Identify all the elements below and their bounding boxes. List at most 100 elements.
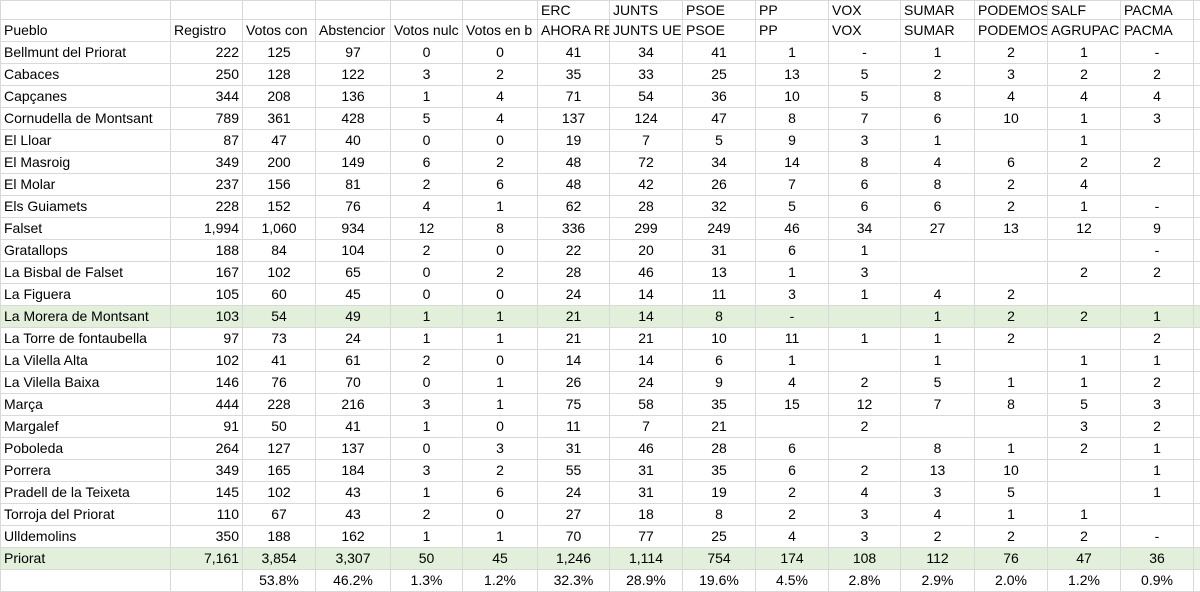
cell: 165: [243, 460, 316, 482]
cell: 7: [901, 394, 975, 416]
row-label: Falset: [1, 218, 171, 240]
empty-cell: [1194, 504, 1200, 526]
cell: 208: [243, 86, 316, 108]
cell: 76: [316, 196, 391, 218]
cell: 2: [463, 64, 538, 86]
cell: 1: [391, 416, 463, 438]
cell: 7,161: [171, 548, 243, 570]
cell: 22: [538, 240, 610, 262]
cell: 1,246: [538, 548, 610, 570]
cell: 1: [463, 328, 538, 350]
cell: 24: [538, 284, 610, 306]
cell: 145: [171, 482, 243, 504]
cell: 19: [683, 482, 756, 504]
cell: 27: [538, 504, 610, 526]
empty-cell: [1194, 1, 1200, 20]
header-cell: VOX: [829, 20, 901, 42]
cell: [901, 240, 975, 262]
cell: 3,854: [243, 548, 316, 570]
cell: 2: [1121, 152, 1194, 174]
cell: 2: [1121, 328, 1194, 350]
cell: 228: [171, 196, 243, 218]
cell: 31: [538, 438, 610, 460]
row-label: La Bisbal de Falset: [1, 262, 171, 284]
cell: 76: [975, 548, 1048, 570]
cell: [975, 350, 1048, 372]
cell: 19: [538, 130, 610, 152]
cell: 934: [316, 218, 391, 240]
header-cell: Abstencior: [316, 20, 391, 42]
cell: 6: [756, 438, 829, 460]
cell: 1: [975, 438, 1048, 460]
cell: -: [1121, 526, 1194, 548]
cell: 26: [683, 174, 756, 196]
cell: 4.5%: [756, 570, 829, 592]
cell: 349: [171, 460, 243, 482]
cell: [829, 350, 901, 372]
cell: 102: [243, 262, 316, 284]
cell: 67: [243, 504, 316, 526]
cell: 13: [901, 460, 975, 482]
cell: 34: [829, 218, 901, 240]
cell: 4: [463, 86, 538, 108]
cell: 13: [756, 64, 829, 86]
cell: 5: [975, 482, 1048, 504]
cell: 28: [683, 438, 756, 460]
cell: 97: [171, 328, 243, 350]
cell: 299: [610, 218, 683, 240]
cell: 45: [463, 548, 538, 570]
cell: 46: [610, 262, 683, 284]
cell: 344: [171, 86, 243, 108]
cell: 0: [463, 416, 538, 438]
cell: 8: [463, 218, 538, 240]
cell: 146: [171, 372, 243, 394]
cell: 8: [683, 306, 756, 328]
cell: 28: [538, 262, 610, 284]
cell: 60: [243, 284, 316, 306]
header-cell: ERC: [538, 1, 610, 20]
header-cell: AGRUPACI: [1048, 20, 1121, 42]
cell: 47: [1048, 548, 1121, 570]
cell: 128: [243, 64, 316, 86]
cell: 228: [243, 394, 316, 416]
cell: 0: [391, 372, 463, 394]
cell: 81: [316, 174, 391, 196]
cell: 4: [1121, 86, 1194, 108]
row-label: Torroja del Priorat: [1, 504, 171, 526]
cell: 1: [1121, 438, 1194, 460]
cell: 87: [171, 130, 243, 152]
cell: 188: [243, 526, 316, 548]
cell: 34: [610, 42, 683, 64]
cell: 31: [610, 460, 683, 482]
cell: 2: [391, 174, 463, 196]
header-cell: VOX: [829, 1, 901, 20]
cell: 1.2%: [1048, 570, 1121, 592]
cell: 1: [1048, 196, 1121, 218]
header-cell: JUNTS UE: [610, 20, 683, 42]
header-cell: AHORA RE: [538, 20, 610, 42]
cell: 136: [316, 86, 391, 108]
header-cell: PSOE: [683, 1, 756, 20]
cell: 3: [391, 460, 463, 482]
cell: 103: [171, 306, 243, 328]
cell: 4: [901, 284, 975, 306]
cell: 2: [829, 416, 901, 438]
cell: 3: [829, 130, 901, 152]
cell: 1: [391, 306, 463, 328]
cell: 2: [1121, 372, 1194, 394]
cell: 1: [829, 284, 901, 306]
cell: 361: [243, 108, 316, 130]
cell: 2.9%: [901, 570, 975, 592]
cell: 2: [1048, 438, 1121, 460]
header-cell: [391, 1, 463, 20]
cell: 2: [975, 306, 1048, 328]
cell: 7: [610, 416, 683, 438]
